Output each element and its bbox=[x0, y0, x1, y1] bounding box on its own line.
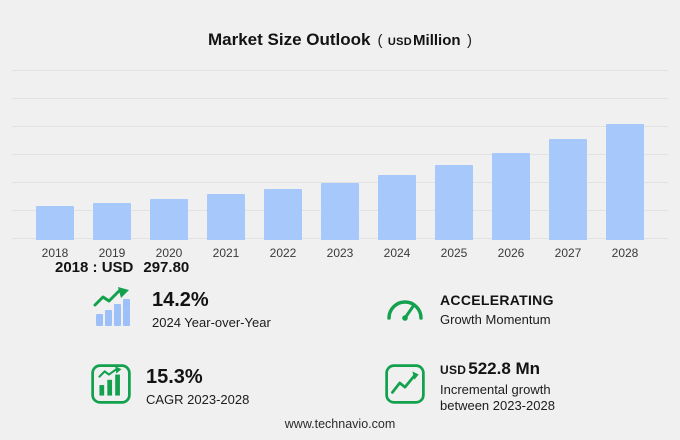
incremental-value-amount: 522.8 Mn bbox=[468, 359, 541, 378]
stat-cagr: 15.3% CAGR 2023-2028 bbox=[30, 359, 348, 414]
bar-2026 bbox=[492, 153, 530, 240]
stat-text: USD 522.8 Mn Incremental growth between 2… bbox=[440, 359, 600, 414]
momentum-label: Growth Momentum bbox=[440, 311, 551, 327]
bar-2028 bbox=[606, 124, 644, 240]
x-label-2026: 2026 bbox=[497, 246, 525, 260]
x-label-2024: 2024 bbox=[383, 246, 411, 260]
line-chart-box-icon bbox=[384, 363, 426, 410]
stat-yoy-growth: 14.2% 2024 Year-over-Year bbox=[30, 286, 348, 333]
chart-x-labels: 2018 2019 2020 2021 2022 2023 2024 2025 2026 2027… bbox=[12, 246, 668, 260]
x-label-2020: 2020 bbox=[155, 246, 183, 260]
x-label-2023: 2023 bbox=[326, 246, 354, 260]
incremental-value-currency: USD bbox=[440, 363, 467, 377]
bar-2025 bbox=[435, 165, 473, 240]
momentum-value: ACCELERATING bbox=[440, 292, 554, 309]
title-paren-close: ) bbox=[467, 32, 472, 49]
incremental-value: USD 522.8 Mn bbox=[440, 359, 600, 379]
bar-2024 bbox=[378, 175, 416, 240]
bar-2022 bbox=[264, 189, 302, 240]
title-paren-open: ( bbox=[377, 32, 383, 49]
bar-2020 bbox=[150, 199, 188, 240]
x-label-2021: 2021 bbox=[212, 246, 240, 260]
stat-growth-momentum: ACCELERATING Growth Momentum bbox=[348, 286, 652, 333]
footer-url: www.technavio.com bbox=[284, 417, 396, 431]
base-year-value: 297.80 bbox=[143, 259, 190, 276]
bars-growth-arrow-icon bbox=[90, 286, 138, 333]
cagr-label: CAGR 2023-2028 bbox=[146, 392, 250, 408]
x-label-2027: 2027 bbox=[554, 246, 582, 260]
x-label-2028: 2028 bbox=[611, 246, 639, 260]
yoy-label: 2024 Year-over-Year bbox=[152, 315, 271, 330]
bar-2027 bbox=[549, 139, 587, 240]
title-main: Market Size Outlook bbox=[207, 30, 371, 49]
x-label-2018: 2018 bbox=[41, 246, 69, 260]
bar-2018 bbox=[36, 206, 74, 240]
x-label-2025: 2025 bbox=[440, 246, 468, 260]
title-unit: Million bbox=[413, 32, 461, 49]
bar-chart bbox=[12, 70, 668, 240]
x-label-2019: 2019 bbox=[98, 246, 126, 260]
stat-text: ACCELERATING Growth Momentum bbox=[440, 292, 554, 326]
speedometer-icon bbox=[384, 288, 426, 331]
incremental-label: Incremental growth between 2023-2028 bbox=[440, 381, 555, 413]
stats-grid: 14.2% 2024 Year-over-Year ACCELERATING G… bbox=[30, 286, 652, 414]
x-label-2022: 2022 bbox=[269, 246, 297, 260]
cagr-value: 15.3% bbox=[146, 366, 203, 389]
bar-2021 bbox=[207, 194, 245, 240]
stat-text: 15.3% CAGR 2023-2028 bbox=[146, 366, 249, 407]
base-year-label: 2018 : USD bbox=[55, 259, 134, 276]
title-currency: USD bbox=[387, 36, 413, 48]
bar-2019 bbox=[93, 203, 131, 240]
bar-2023 bbox=[321, 183, 359, 240]
stat-text: 14.2% 2024 Year-over-Year bbox=[152, 289, 271, 330]
base-year-annotation: 2018 : USD 297.80 bbox=[55, 259, 189, 276]
stat-incremental-growth: USD 522.8 Mn Incremental growth between 2… bbox=[348, 359, 652, 414]
bar-chart-box-icon bbox=[90, 363, 132, 410]
page-title: Market Size Outlook ( USDMillion ) bbox=[0, 30, 680, 50]
yoy-value: 14.2% bbox=[152, 289, 209, 311]
